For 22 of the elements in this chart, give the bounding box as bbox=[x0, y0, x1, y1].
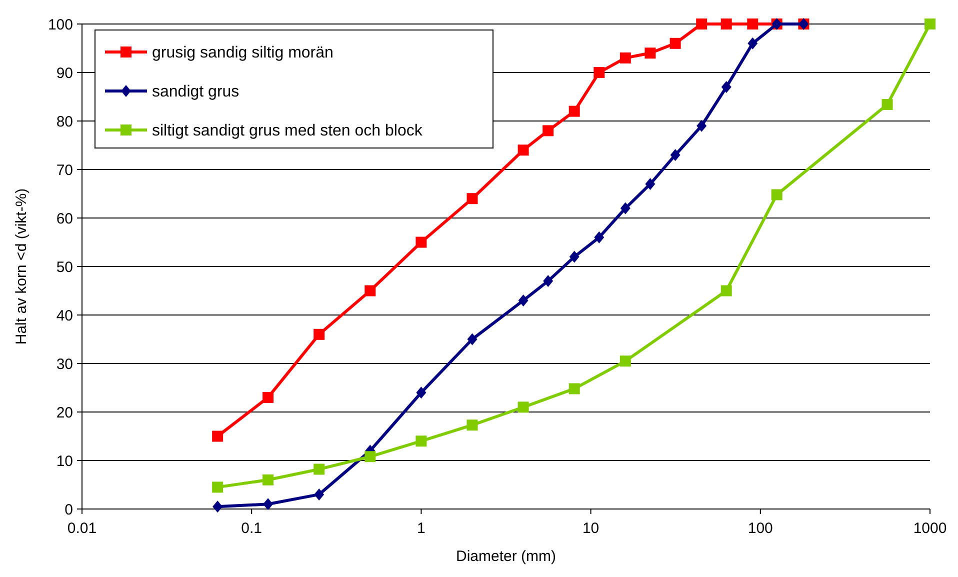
y-tick-label: 80 bbox=[56, 113, 73, 130]
y-tick-label: 50 bbox=[56, 258, 73, 276]
y-tick-label: 0 bbox=[64, 501, 73, 518]
y-tick-label: 10 bbox=[56, 452, 73, 470]
legend-label: siltigt sandigt grus med sten och block bbox=[152, 122, 424, 140]
y-tick-label: 20 bbox=[56, 404, 73, 422]
x-tick-label: 0.01 bbox=[67, 520, 97, 537]
y-tick-label: 90 bbox=[56, 64, 73, 82]
x-tick-label: 100 bbox=[748, 520, 773, 537]
y-tick-label: 40 bbox=[56, 307, 73, 324]
x-tick-label: 1000 bbox=[913, 520, 947, 537]
x-tick-label: 0.1 bbox=[241, 520, 262, 537]
y-tick-label: 30 bbox=[56, 356, 73, 373]
legend-label: sandigt grus bbox=[152, 84, 240, 101]
y-tick-label: 70 bbox=[56, 162, 73, 179]
x-axis-title: Diameter (mm) bbox=[456, 548, 556, 565]
y-tick-label: 60 bbox=[56, 210, 73, 228]
y-axis-title: Halt av korn <d (vikt-%) bbox=[13, 188, 30, 345]
legend-label: grusig sandig siltig morän bbox=[152, 44, 334, 62]
y-tick-label: 100 bbox=[48, 16, 73, 34]
x-tick-label: 10 bbox=[582, 520, 600, 537]
x-tick-label: 1 bbox=[417, 520, 426, 537]
